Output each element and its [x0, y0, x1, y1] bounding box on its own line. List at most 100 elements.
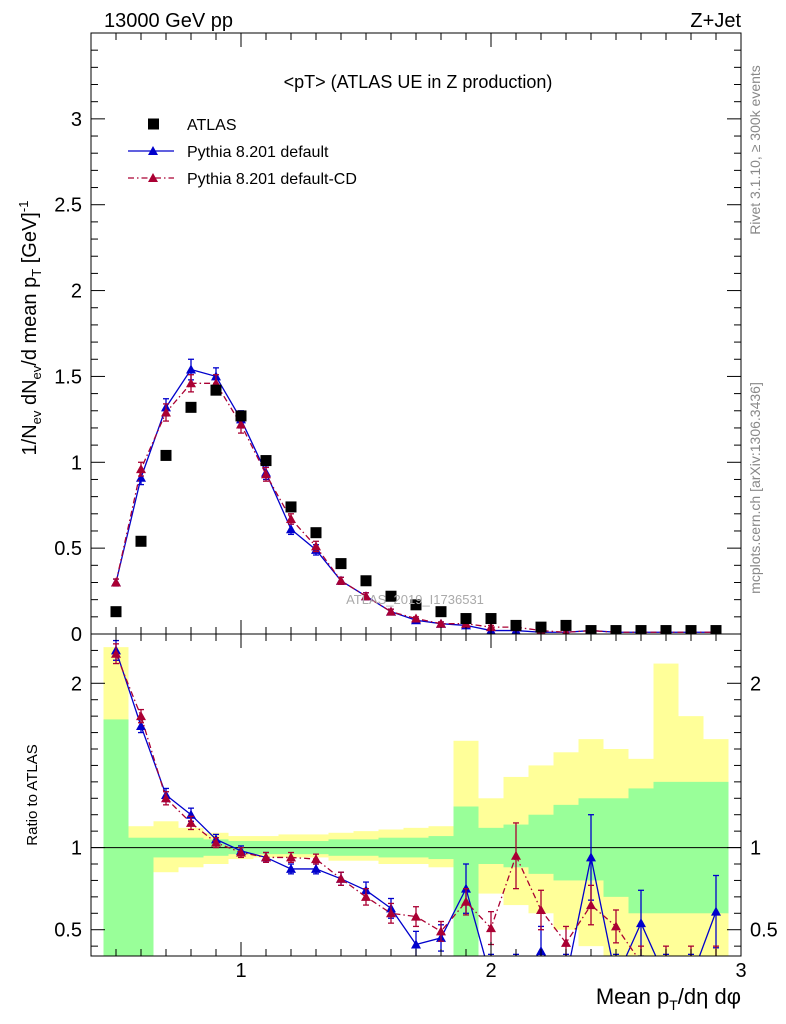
data-point	[661, 958, 671, 967]
data-point	[661, 974, 671, 983]
data-point	[285, 501, 297, 513]
data-point	[186, 378, 196, 388]
data-point	[411, 911, 421, 921]
data-point	[161, 793, 171, 803]
ratio-y-axis-label: Ratio to ATLAS	[24, 744, 41, 845]
data-point	[160, 449, 172, 461]
data-point	[286, 513, 296, 523]
main-y-axis-label: 1/Nev dNev/d mean pT [GeV]-1	[16, 201, 44, 456]
data-point	[236, 847, 246, 857]
data-point	[560, 619, 572, 631]
y-tick-label: 1	[750, 838, 761, 860]
x-tick-label: 2	[485, 960, 496, 982]
legend-marker	[148, 118, 159, 130]
data-point	[511, 974, 521, 983]
data-point	[261, 852, 271, 862]
data-point	[136, 711, 146, 721]
data-point	[110, 606, 122, 618]
data-point	[161, 407, 171, 417]
x-tick-label: 1	[235, 960, 246, 982]
data-point	[136, 464, 146, 474]
data-point	[136, 472, 146, 482]
data-point	[111, 648, 121, 658]
data-point	[711, 906, 721, 916]
legend-marker	[148, 173, 158, 182]
x-axis-label: Mean pT/dη dφ	[596, 984, 741, 1013]
data-point	[461, 896, 471, 906]
data-point	[436, 926, 446, 936]
data-point	[636, 918, 646, 928]
process-label: Z+Jet	[690, 10, 741, 32]
y-tick-label: 1	[71, 452, 82, 474]
data-point	[135, 535, 147, 547]
data-point	[460, 613, 472, 625]
data-point	[361, 591, 371, 601]
data-point	[360, 575, 372, 587]
data-point	[561, 937, 571, 947]
main-panel-series	[110, 358, 722, 634]
y-tick-label: 0.5	[54, 538, 82, 560]
data-point	[210, 384, 222, 396]
data-point	[586, 852, 596, 862]
data-point	[286, 524, 296, 534]
y-tick-label: 2	[750, 673, 761, 695]
band-inner-bin	[553, 804, 579, 881]
axis-ticks: 1 2 300.511.522.530.5 0.51 12 2	[54, 33, 778, 982]
legend-marker	[148, 146, 158, 155]
data-point	[211, 837, 221, 847]
y-tick-label: 2	[71, 673, 82, 695]
energy-label: 13000 GeV pp	[104, 10, 233, 32]
data-point	[410, 599, 422, 611]
data-point	[485, 613, 497, 625]
data-point	[286, 852, 296, 862]
data-point	[611, 974, 621, 983]
data-point	[385, 590, 397, 602]
band-inner-bin	[103, 719, 129, 956]
data-point	[335, 558, 347, 570]
x-tick-label: 3	[735, 960, 746, 982]
data-point	[411, 613, 421, 623]
legend-label: Pythia 8.201 default	[187, 144, 329, 161]
mcplots-label: mcplots.cern.ch [arXiv:1306.3436]	[747, 382, 763, 594]
data-point	[386, 908, 396, 918]
band-inner-bin	[478, 827, 504, 864]
ratio-panel-series	[111, 639, 721, 983]
y-tick-label: 3	[71, 109, 82, 131]
y-tick-label: 0.5	[54, 920, 82, 942]
legend-label: Pythia 8.201 default-CD	[187, 171, 357, 188]
data-point	[711, 958, 721, 967]
data-point	[136, 721, 146, 730]
data-point	[310, 527, 322, 539]
data-point	[561, 974, 571, 983]
analysis-watermark: ATLAS_2019_I1736531	[346, 592, 484, 607]
legend: ATLAS Pythia 8.201 default Pythia 8.201 de…	[128, 117, 357, 188]
y-tick-label: 0	[71, 624, 82, 646]
y-tick-label: 2	[71, 281, 82, 303]
y-tick-label: 1	[71, 838, 82, 860]
data-point	[111, 577, 121, 587]
data-point	[186, 817, 196, 827]
data-point	[260, 455, 272, 467]
data-point	[361, 891, 371, 901]
band-inner-bin	[528, 814, 554, 874]
data-point	[686, 958, 696, 967]
data-point	[511, 850, 521, 860]
data-point	[435, 606, 447, 618]
data-point	[261, 469, 271, 479]
data-point	[586, 900, 596, 910]
data-point	[636, 958, 646, 967]
data-point	[311, 854, 321, 864]
rivet-label: Rivet 3.1.10, ≥ 300k events	[747, 65, 763, 235]
data-point	[185, 401, 197, 413]
data-point	[336, 873, 346, 883]
y-tick-label: 2.5	[54, 195, 82, 217]
data-point	[486, 923, 496, 933]
data-point	[186, 364, 196, 374]
data-point	[236, 419, 246, 429]
data-point	[311, 541, 321, 551]
data-point	[411, 939, 421, 949]
y-tick-label: 0.5	[750, 920, 778, 942]
band-inner-bin	[128, 837, 154, 956]
data-point	[336, 575, 346, 585]
